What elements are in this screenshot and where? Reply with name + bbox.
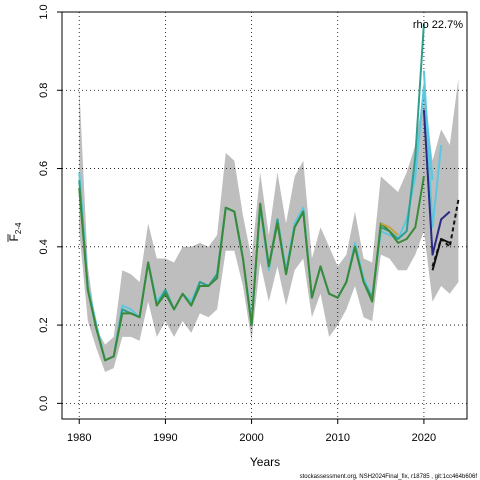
rho-annotation: rho 22.7% [413,19,463,31]
y-tick-label: 0.8 [38,83,50,98]
confidence-band [79,78,459,373]
x-tick-label: 2000 [239,432,263,444]
plot-frame [61,11,468,420]
x-tick-label: 2010 [326,432,350,444]
confidence-band-layer [79,78,459,373]
x-tick-label: 2020 [412,432,436,444]
series-line-7 [431,237,451,271]
y-tick-label: 0.6 [38,161,50,176]
y-axis-title-main: F [7,234,21,241]
x-axis-title: Years [250,455,280,469]
y-tick-label: 0.2 [38,317,50,332]
y-tick-label: 1.0 [38,4,50,19]
series-line-5 [380,222,399,236]
footer-credit: stockassessment.org, NSH2024Final_fix, r… [300,474,478,480]
y-axis-title: F2-4 [7,222,23,242]
x-tick-label: 1980 [67,432,91,444]
series-layer [78,23,460,362]
series-line-4 [78,176,425,362]
series-line-1 [422,70,443,229]
x-tick-label: 1990 [153,432,177,444]
y-tick-label: 0.4 [38,239,50,254]
svg-text:F2-4: F2-4 [7,222,23,241]
axis-layer: 1980 1990 2000 2010 2020 0.0 0.2 0.4 0.6 0.8 1.0 [38,4,436,444]
y-tick-label: 0.0 [38,396,50,411]
series-line-2 [422,109,451,256]
y-axis-title-subscript: 2-4 [14,222,23,234]
